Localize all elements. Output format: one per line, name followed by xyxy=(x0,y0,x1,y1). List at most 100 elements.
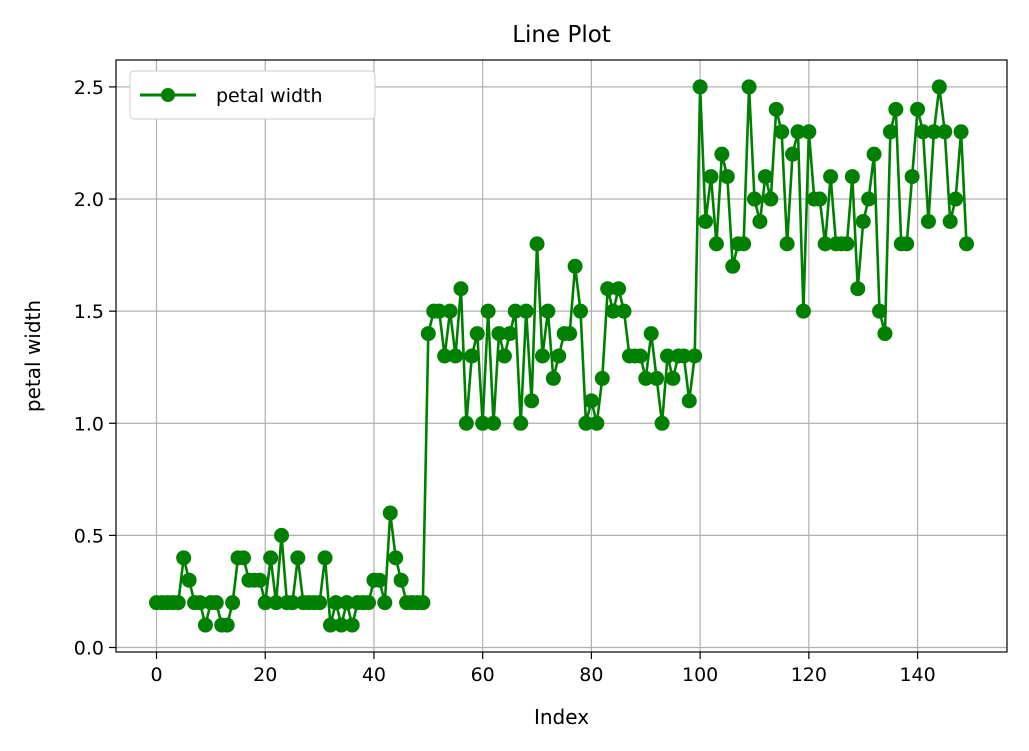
data-point xyxy=(888,101,904,117)
data-point xyxy=(328,595,344,611)
data-point xyxy=(899,236,915,252)
data-point xyxy=(257,595,273,611)
data-point xyxy=(415,595,431,611)
data-point xyxy=(431,303,447,319)
data-point xyxy=(540,303,556,319)
x-tick-label: 80 xyxy=(579,664,603,686)
data-point xyxy=(475,415,491,431)
data-point xyxy=(676,348,692,364)
data-point xyxy=(567,258,583,274)
data-point xyxy=(708,236,724,252)
axes-frame xyxy=(115,59,1008,653)
data-point xyxy=(589,415,605,431)
data-point xyxy=(725,258,741,274)
data-point xyxy=(660,348,676,364)
data-point xyxy=(562,326,578,342)
data-point xyxy=(915,124,931,140)
data-point xyxy=(170,595,186,611)
data-point xyxy=(855,213,871,229)
data-point xyxy=(192,595,208,611)
data-point xyxy=(768,101,784,117)
data-point xyxy=(545,370,561,386)
data-point xyxy=(290,550,306,566)
data-point xyxy=(496,348,512,364)
data-point xyxy=(594,370,610,386)
data-point xyxy=(616,303,632,319)
data-point xyxy=(600,281,616,297)
data-point xyxy=(654,415,670,431)
x-tick-label: 20 xyxy=(253,664,277,686)
data-point xyxy=(578,415,594,431)
x-tick-label: 40 xyxy=(362,664,386,686)
data-point xyxy=(931,79,947,95)
data-point xyxy=(795,303,811,319)
data-point xyxy=(534,348,550,364)
x-tick-label: 140 xyxy=(899,664,935,686)
data-point xyxy=(393,572,409,588)
y-tick-label: 1.0 xyxy=(74,413,104,435)
data-point xyxy=(420,326,436,342)
y-tick-label: 2.0 xyxy=(74,189,104,211)
data-point xyxy=(698,213,714,229)
data-point xyxy=(524,393,540,409)
data-point xyxy=(638,370,654,386)
data-point xyxy=(344,617,360,633)
data-point xyxy=(480,303,496,319)
data-point xyxy=(649,370,665,386)
data-point xyxy=(746,191,762,207)
data-point xyxy=(752,213,768,229)
x-tick-label: 60 xyxy=(471,664,495,686)
data-point xyxy=(757,169,773,185)
data-point xyxy=(442,303,458,319)
legend: petal width xyxy=(129,70,376,120)
data-point xyxy=(486,415,502,431)
data-point xyxy=(518,303,534,319)
legend-marker-swatch xyxy=(161,88,175,102)
data-point xyxy=(937,124,953,140)
data-point xyxy=(882,124,898,140)
data-point xyxy=(926,124,942,140)
data-point xyxy=(437,348,453,364)
data-point xyxy=(263,550,279,566)
data-point xyxy=(388,550,404,566)
data-point xyxy=(225,595,241,611)
data-point xyxy=(284,595,300,611)
data-point xyxy=(181,572,197,588)
data-point xyxy=(176,550,192,566)
data-point xyxy=(920,213,936,229)
data-point xyxy=(573,303,589,319)
data-point xyxy=(551,348,567,364)
data-point xyxy=(866,146,882,162)
data-point xyxy=(605,303,621,319)
data-point xyxy=(665,370,681,386)
data-point xyxy=(948,191,964,207)
data-point xyxy=(382,505,398,521)
data-point xyxy=(763,191,779,207)
y-tick-label: 2.5 xyxy=(74,77,104,99)
data-point xyxy=(779,236,795,252)
data-point xyxy=(377,595,393,611)
data-point xyxy=(861,191,877,207)
data-point xyxy=(447,348,463,364)
data-point xyxy=(611,281,627,297)
data-point xyxy=(458,415,474,431)
data-point xyxy=(507,303,523,319)
series-layer xyxy=(149,79,974,633)
data-point xyxy=(339,595,355,611)
data-point xyxy=(464,348,480,364)
data-point xyxy=(583,393,599,409)
data-point xyxy=(197,617,213,633)
data-point xyxy=(502,326,518,342)
x-tick-label: 0 xyxy=(150,664,162,686)
data-point xyxy=(812,191,828,207)
data-point xyxy=(953,124,969,140)
data-point xyxy=(317,550,333,566)
data-point xyxy=(801,124,817,140)
data-point xyxy=(491,326,507,342)
data-point xyxy=(371,572,387,588)
data-point xyxy=(252,572,268,588)
data-point xyxy=(312,595,328,611)
data-point xyxy=(839,236,855,252)
